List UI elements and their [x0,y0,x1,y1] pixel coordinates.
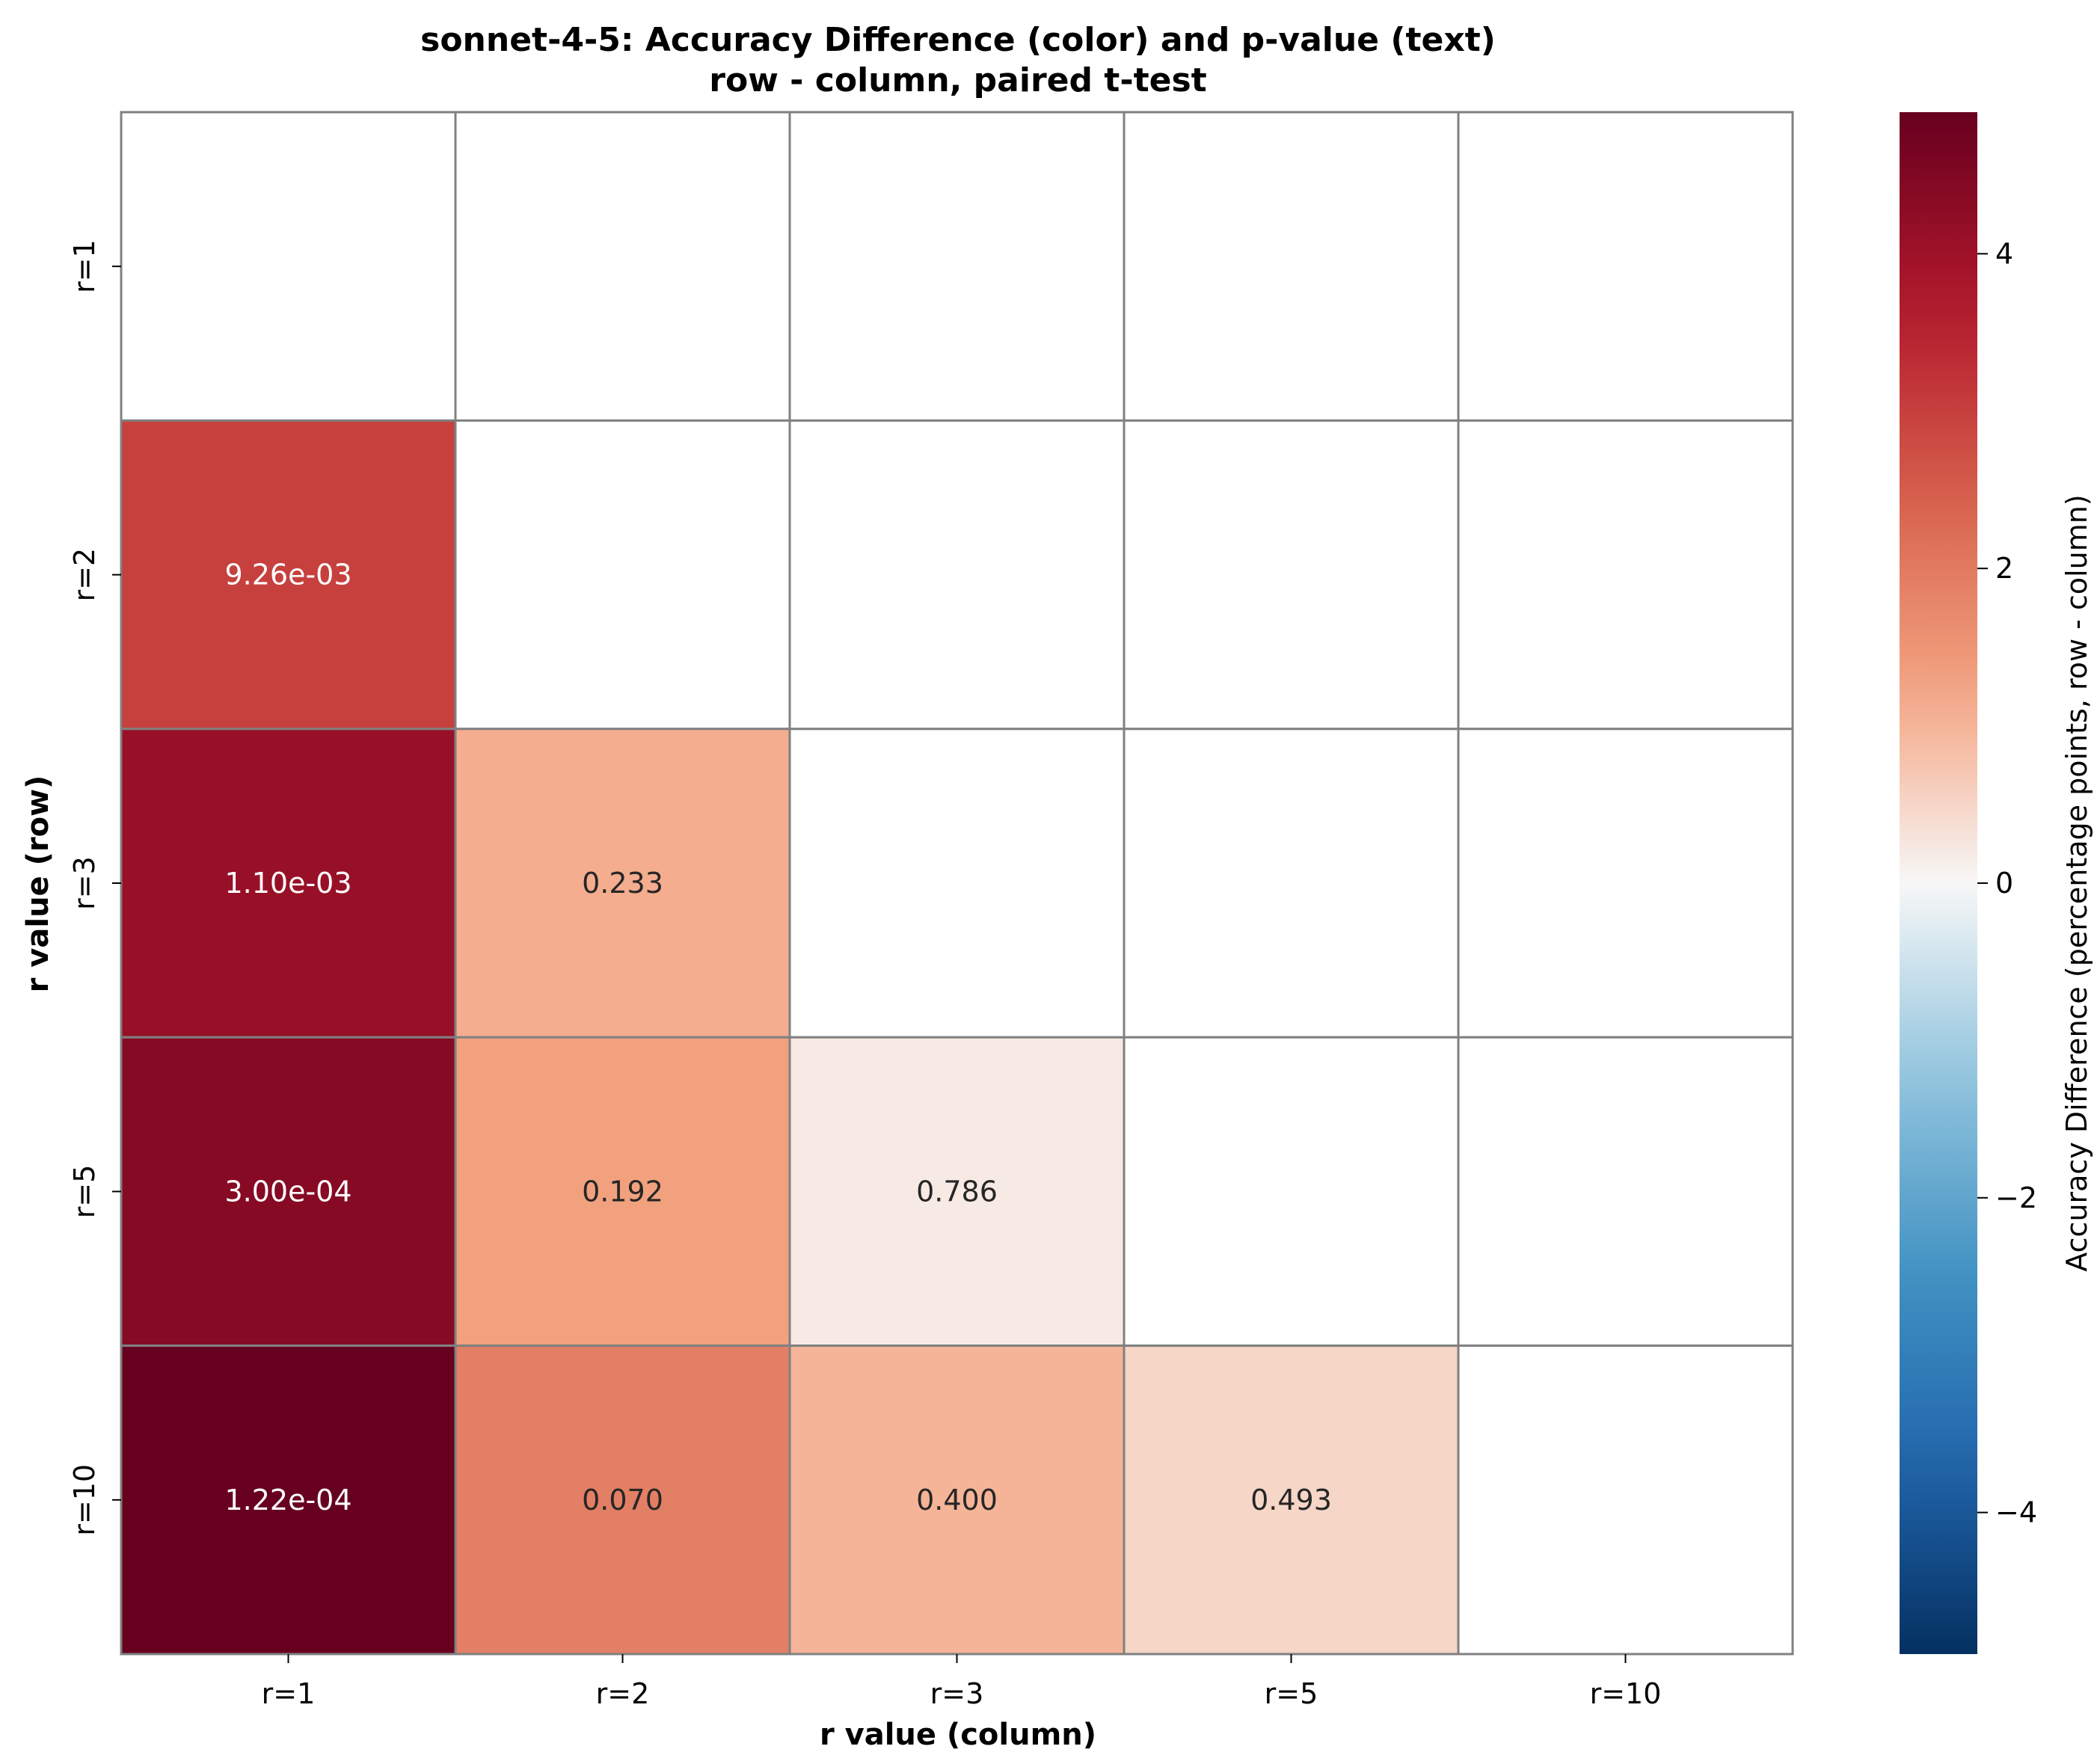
cell-p-value-label: 0.400 [916,1484,998,1516]
x-tick-label: r=1 [262,1677,316,1710]
heatmap-cell-r10-r5 [1123,1344,1460,1656]
y-tick-label: r=5 [68,1165,101,1219]
cell-p-value-label: 1.10e-03 [224,867,351,900]
colorbar-tick-label: −4 [1995,1496,2037,1529]
heatmap-cell-r1-r10 [1457,111,1794,422]
heatmap-cell-r2-r2 [454,419,791,731]
x-axis-label: r value (column) [820,1718,1096,1752]
heatmap-cell-r2-r5 [1123,419,1460,731]
y-tick-label: r=2 [68,548,101,602]
colorbar-tick-label: 0 [1995,867,2013,900]
y-tick-label: r=1 [68,239,101,293]
heatmap-cells [120,111,1794,1656]
heatmap-cell-r2-r3 [788,419,1126,731]
cell-p-value-label: 0.070 [582,1484,663,1516]
heatmap-cell-r3-r3 [788,728,1126,1039]
cell-p-value-label: 0.233 [582,867,663,900]
x-axis-ticks: r=1 r=2 r=3 r=5 r=10 [262,1654,1662,1710]
heatmap-cell-r2-r1 [120,419,457,731]
cell-p-value-label: 0.493 [1250,1484,1332,1516]
heatmap-cell-r1-r3 [788,111,1126,422]
heatmap-cell-labels: 9.26e-03 1.10e-03 0.233 3.00e-04 0.192 0.786 1… [224,559,1331,1516]
colorbar-tick-label: −2 [1995,1181,2037,1214]
heatmap-cell-r3-r2 [454,728,791,1039]
cell-p-value-label: 3.00e-04 [224,1175,351,1208]
heatmap-cell-r5-r3 [788,1036,1126,1347]
cell-p-value-label: 9.26e-03 [224,559,351,591]
heatmap-cell-r10-r2 [454,1344,791,1656]
x-tick-label: r=10 [1590,1677,1662,1710]
heatmap-cell-r5-r2 [454,1036,791,1347]
heatmap-cell-r1-r1 [120,111,457,422]
heatmap-cell-r3-r10 [1457,728,1794,1039]
y-axis-label: r value (row) [21,775,55,993]
heatmap-cell-r3-r5 [1123,728,1460,1039]
x-tick-label: r=2 [596,1677,650,1710]
cell-p-value-label: 0.786 [916,1175,998,1208]
chart-title-line-2: row - column, paired t-test [709,61,1206,99]
heatmap-cell-r3-r1 [120,728,457,1039]
colorbar-tick-label: 2 [1995,552,2013,585]
y-tick-label: r=3 [68,856,101,910]
x-tick-label: r=5 [1265,1677,1318,1710]
colorbar-tick-label: 4 [1995,237,2013,270]
heatmap-cell-r5-r1 [120,1036,457,1347]
colorbar-ticks: −4 −2 0 2 4 [1977,237,2037,1529]
heatmap-cell-r10-r10 [1457,1344,1794,1656]
y-axis-ticks: r=1 r=2 r=3 r=5 r=10 [68,239,121,1536]
chart-title-line-1: sonnet-4-5: Accuracy Difference (color) … [420,21,1496,59]
heatmap-cell-r5-r5 [1123,1036,1460,1347]
heatmap-cell-r1-r2 [454,111,791,422]
x-tick-label: r=3 [930,1677,984,1710]
heatmap-cell-r2-r10 [1457,419,1794,731]
y-tick-label: r=10 [68,1464,101,1536]
heatmap-cell-r5-r10 [1457,1036,1794,1347]
cell-p-value-label: 1.22e-04 [224,1484,351,1516]
cell-p-value-label: 0.192 [582,1175,663,1208]
heatmap-cell-r1-r5 [1123,111,1460,422]
colorbar [1900,112,1977,1654]
colorbar-label: Accuracy Difference (percentage points, … [2060,494,2093,1271]
